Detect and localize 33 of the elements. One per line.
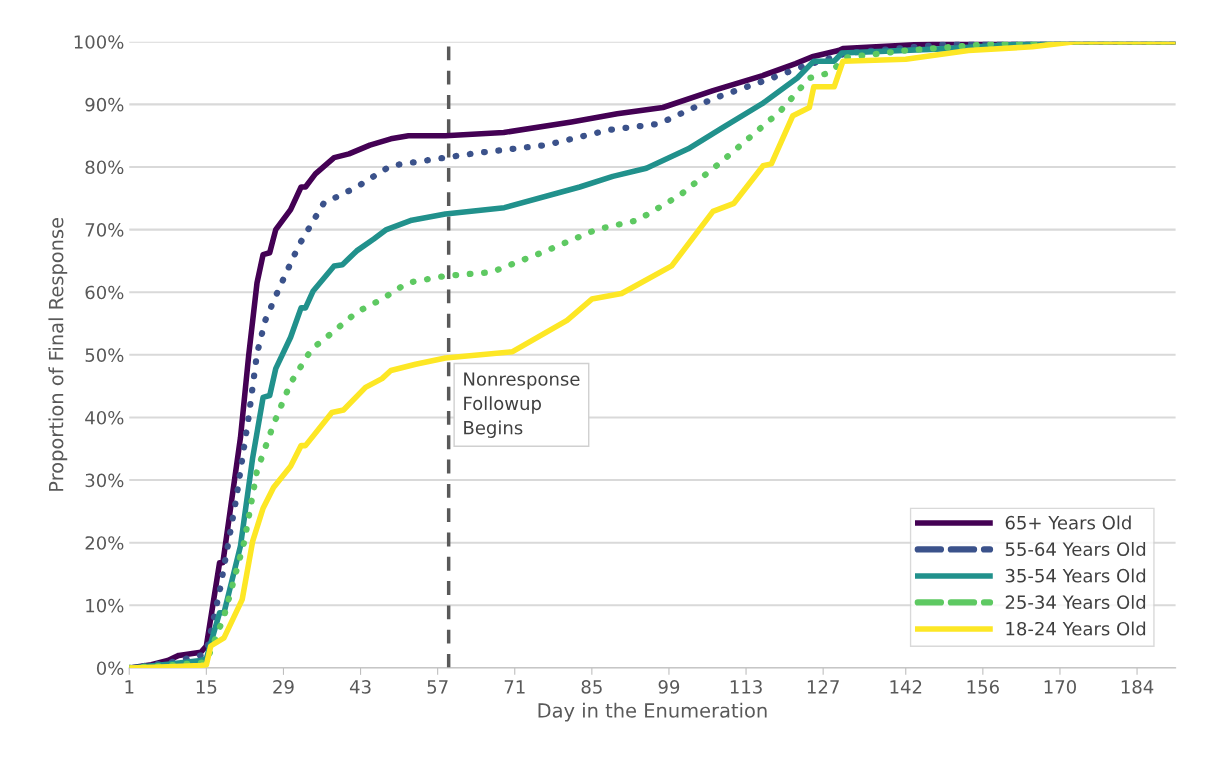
y-tick-label: 40% xyxy=(85,410,124,425)
x-tick-label: 43 xyxy=(349,680,371,694)
x-tick-label: 1 xyxy=(125,680,134,694)
x-tick-label: 57 xyxy=(427,680,448,694)
y-tick-label: 10% xyxy=(86,598,124,613)
y-tick-label: 60% xyxy=(85,285,124,300)
x-tick-label: 29 xyxy=(273,680,294,694)
y-tick-label: 50% xyxy=(85,348,124,362)
x-tick-label: 85 xyxy=(581,680,602,694)
y-axis-title: Proportion of Final Response xyxy=(48,217,68,491)
y-tick-label: 80% xyxy=(85,160,124,175)
legend-label: 35-54 Years Old xyxy=(1005,568,1146,583)
x-tick-label: 127 xyxy=(807,680,839,694)
x-tick-label: 99 xyxy=(658,680,680,694)
y-tick-label: 30% xyxy=(85,473,124,488)
x-axis-title: Day in the Enumeration xyxy=(538,702,767,722)
y-tick-label: 100% xyxy=(74,35,124,49)
x-tick-label: 156 xyxy=(967,680,999,694)
x-tick-label: 113 xyxy=(730,680,762,694)
y-tick-label: 90% xyxy=(85,97,124,112)
legend-label: 55-64 Years Old xyxy=(1005,542,1146,557)
legend-label: 25-34 Years Old xyxy=(1005,595,1146,610)
y-tick-label: 70% xyxy=(85,223,124,237)
x-tick-label: 15 xyxy=(196,680,217,694)
ref-line-label: Nonresponse Followup Begins xyxy=(464,372,580,438)
y-tick-label: 20% xyxy=(85,536,124,550)
legend-label: 65+ Years Old xyxy=(1005,515,1131,530)
y-tick-label: 0% xyxy=(96,661,124,676)
x-tick-label: 184 xyxy=(1121,680,1154,694)
x-tick-label: 142 xyxy=(890,680,922,694)
legend-label: 18-24 Years Old xyxy=(1006,621,1146,636)
x-tick-label: 170 xyxy=(1044,680,1076,694)
x-tick-label: 71 xyxy=(504,680,525,694)
